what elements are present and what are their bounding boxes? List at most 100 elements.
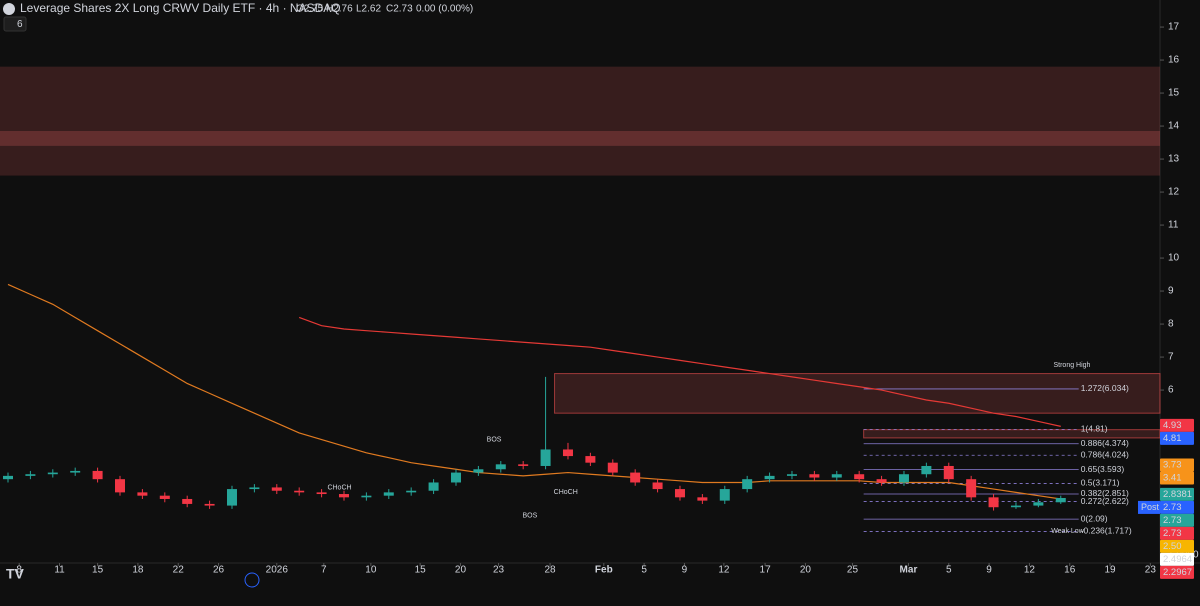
- candle-body: [271, 487, 282, 491]
- candle-body: [943, 465, 954, 480]
- x-tick-label: 5: [641, 565, 647, 576]
- price-label: [1160, 418, 1194, 432]
- candle-body: [764, 475, 775, 480]
- candle-body: [47, 472, 58, 475]
- price-label: [1160, 487, 1194, 501]
- candle-body: [652, 482, 663, 490]
- x-tick-label: 19: [1104, 565, 1116, 576]
- price-label-text: 2.73: [1163, 515, 1182, 526]
- fib-label: 1(4.81): [1081, 424, 1108, 434]
- x-tick-label: 23: [493, 565, 505, 576]
- candle-body: [966, 479, 977, 498]
- fib-label: 1.272(6.034): [1081, 383, 1129, 393]
- x-tick-label: 15: [415, 565, 427, 576]
- fib-label: 0.886(4.374): [1081, 438, 1129, 448]
- y-tick-label: 9: [1168, 286, 1174, 297]
- annotation: BOS: [523, 512, 538, 519]
- price-label-text: 2.73: [1163, 528, 1182, 539]
- candle-body: [114, 479, 125, 493]
- price-label: [1160, 471, 1194, 485]
- legend-value: O2.75: [296, 4, 324, 15]
- legend-value: 0.00 (0.00%): [416, 4, 473, 15]
- y-tick-label: 7: [1168, 352, 1174, 363]
- fib-label: 0.786(4.024): [1081, 450, 1129, 460]
- x-tick-label: 20: [800, 565, 812, 576]
- candle-body: [92, 470, 103, 480]
- tv-logo: TV: [6, 566, 25, 582]
- price-label-text: 2.50: [1163, 541, 1182, 552]
- candle-body: [226, 489, 237, 506]
- candle-body: [159, 495, 170, 499]
- price-label-text: 3.73: [1163, 460, 1182, 471]
- price-label: [1160, 526, 1194, 540]
- candle-body: [518, 464, 529, 466]
- candle-body: [742, 479, 753, 490]
- legend-value: C2.73: [386, 4, 413, 15]
- candle-body: [316, 492, 327, 495]
- x-tick-label: 10: [365, 565, 377, 576]
- candle-body: [540, 449, 551, 466]
- candle-body: [294, 490, 305, 493]
- moving-average: [298, 316, 1061, 427]
- x-tick-label: 8: [16, 565, 22, 576]
- price-label: [1160, 458, 1194, 472]
- y-tick-label: 17: [1168, 22, 1180, 33]
- symbol-logo: [3, 3, 15, 15]
- candle-body: [697, 497, 708, 501]
- y-tick-label: 12: [1168, 187, 1180, 198]
- zone: [863, 429, 1161, 439]
- candle-body: [562, 449, 573, 457]
- y-tick-label: 6: [1168, 385, 1174, 396]
- x-tick-label: 12: [1024, 565, 1036, 576]
- indicators-count: 6: [17, 19, 23, 30]
- y-tick-label: 15: [1168, 88, 1180, 99]
- symbol-title: Leverage Shares 2X Long CRWV Daily ETF ·…: [20, 1, 341, 15]
- y-tick-label: 14: [1168, 121, 1180, 132]
- candle-body: [1055, 497, 1066, 503]
- legend-value: L2.62: [356, 4, 381, 15]
- x-tick-label: 26: [213, 565, 225, 576]
- candle-body: [25, 474, 36, 476]
- fib-label: 0.382(2.851): [1081, 488, 1129, 498]
- fib-label: 0.65(3.593): [1081, 464, 1125, 474]
- x-tick-label: 9: [682, 565, 688, 576]
- price-label: [1160, 500, 1194, 514]
- dividend-marker[interactable]: [244, 572, 260, 588]
- candle-body: [786, 474, 797, 476]
- candle-body: [898, 474, 909, 483]
- zone: [0, 131, 1160, 146]
- x-tick-label: 17: [760, 565, 772, 576]
- candle-body: [450, 472, 461, 483]
- candle-body: [1033, 502, 1044, 506]
- candle-body: [182, 498, 193, 504]
- post-tag-text: Post: [1141, 502, 1160, 512]
- candle-body: [383, 492, 394, 496]
- price-label-text: 2.73: [1163, 502, 1182, 513]
- candle-body: [921, 465, 932, 475]
- x-tick-label: 25: [847, 565, 859, 576]
- candle-body: [876, 479, 887, 483]
- candle-body: [607, 462, 618, 473]
- indicators-toggle[interactable]: [3, 16, 27, 32]
- fib-label: 0(2.09): [1081, 513, 1108, 523]
- fib-label: 0.272(2.622): [1081, 496, 1129, 506]
- y-tick-label: 8: [1168, 319, 1174, 330]
- ohlc-legend: O2.75 H2.76 L2.62 C2.73 0.00 (0.00%): [296, 4, 473, 15]
- x-tick-label: Feb: [595, 565, 613, 576]
- candle-body: [1010, 505, 1021, 508]
- x-tick-label: 22: [173, 565, 185, 576]
- fib-label: 0.5(3.171): [1081, 478, 1120, 488]
- candle-body: [719, 489, 730, 501]
- price-label-text: 4.81: [1163, 433, 1182, 444]
- price-label-text: 2.8381: [1163, 489, 1192, 500]
- candle-body: [630, 472, 641, 483]
- legend-value: H2.76: [326, 4, 353, 15]
- candle-body: [495, 464, 506, 470]
- post-tag: [1138, 500, 1160, 514]
- price-label: [1160, 552, 1194, 566]
- x-tick-label: 7: [321, 565, 327, 576]
- candle-body: [831, 474, 842, 478]
